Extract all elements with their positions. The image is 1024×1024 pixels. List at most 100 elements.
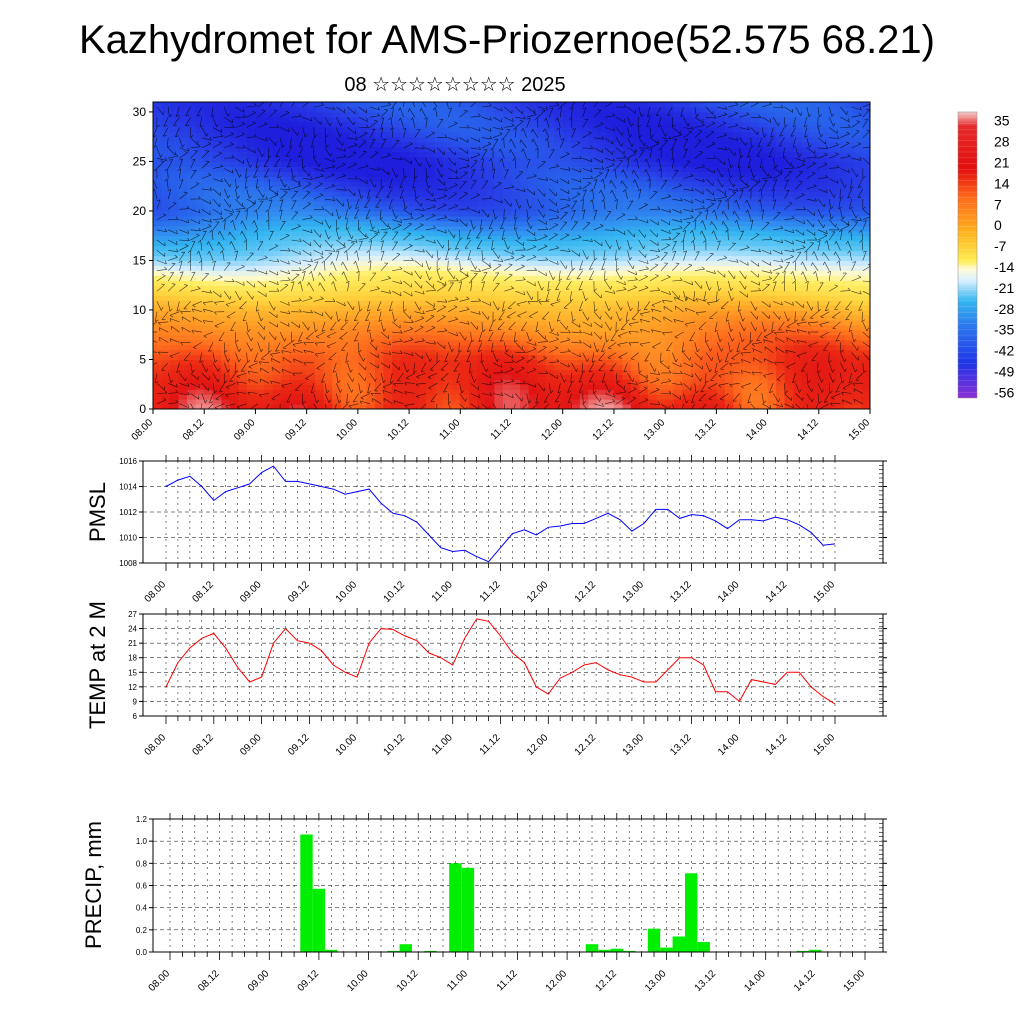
- heatmap-cell: [383, 210, 393, 217]
- heatmap-cell: [511, 240, 521, 247]
- heatmap-cell: [400, 324, 410, 331]
- heatmap-cell: [682, 280, 692, 286]
- heatmap-cell: [699, 186, 709, 192]
- heatmap-cell: [485, 161, 496, 167]
- heatmap-cell: [801, 349, 811, 356]
- heatmap-cell: [537, 349, 547, 356]
- heatmap-cell: [340, 265, 350, 271]
- heatmap-cell: [673, 270, 683, 276]
- heatmap-cell: [588, 349, 598, 356]
- heatmap-cell: [613, 225, 624, 232]
- heatmap-cell: [170, 121, 180, 128]
- heatmap-cell: [392, 399, 402, 405]
- heatmap-cell: [716, 191, 726, 197]
- heatmap-cell: [246, 126, 257, 133]
- heatmap-cell: [400, 102, 410, 108]
- heatmap-cell: [750, 364, 760, 370]
- heatmap-cell: [323, 196, 333, 202]
- heatmap-cell: [443, 389, 453, 395]
- heatmap-cell: [238, 334, 248, 341]
- heatmap-cell: [665, 339, 675, 346]
- heatmap-cell: [784, 285, 794, 291]
- heatmap-cell: [665, 285, 675, 291]
- heatmap-cell: [759, 215, 769, 222]
- heatmap-cell: [502, 305, 513, 311]
- heatmap-cell: [272, 126, 282, 133]
- heatmap-cell: [238, 136, 248, 143]
- heatmap-cell: [161, 300, 171, 306]
- heatmap-cell: [801, 166, 811, 172]
- heatmap-cell: [195, 205, 205, 212]
- heatmap-cell: [332, 384, 342, 390]
- heatmap-cell: [605, 106, 615, 113]
- heatmap-cell: [596, 220, 606, 227]
- heatmap-cell: [349, 270, 359, 276]
- heatmap-cell: [298, 369, 308, 375]
- heatmap-cell: [272, 324, 282, 331]
- heatmap-cell: [639, 181, 649, 187]
- heatmap-cell: [818, 255, 828, 262]
- heatmap-cell: [554, 131, 564, 138]
- heatmap-cell: [639, 280, 649, 286]
- heatmap-cell: [665, 176, 675, 182]
- heatmap-cell: [315, 131, 325, 138]
- heatmap-cell: [579, 205, 589, 212]
- heatmap-cell: [400, 309, 410, 316]
- heatmap-cell: [520, 260, 530, 266]
- heatmap-cell: [596, 156, 606, 163]
- heatmap-cell: [263, 334, 274, 341]
- heatmap-cell: [323, 265, 333, 271]
- heatmap-cell: [434, 260, 444, 266]
- heatmap-cell: [170, 136, 180, 143]
- heatmap-cell: [426, 235, 436, 242]
- heatmap-cell: [451, 270, 461, 276]
- heatmap-cell: [759, 359, 769, 366]
- heatmap-cell: [323, 215, 333, 222]
- heatmap-cell: [682, 201, 692, 207]
- heatmap-cell: [537, 404, 547, 409]
- heatmap-cell: [545, 201, 555, 207]
- heatmap-cell: [229, 379, 239, 385]
- heatmap-cell: [170, 399, 180, 405]
- heatmap-cell: [417, 399, 427, 405]
- heatmap-cell: [613, 205, 624, 212]
- heatmap-cell: [153, 349, 163, 356]
- heatmap-cell: [349, 349, 359, 356]
- heatmap-cell: [255, 176, 265, 182]
- heatmap-cell: [289, 161, 299, 167]
- heatmap-cell: [417, 146, 427, 153]
- heatmap-cell: [613, 196, 624, 202]
- heatmap-cell: [485, 245, 496, 252]
- heatmap-cell: [835, 300, 845, 306]
- heatmap-cell: [340, 126, 350, 133]
- heatmap-cell: [528, 369, 538, 375]
- heatmap-cell: [306, 235, 316, 242]
- heatmap-cell: [545, 186, 555, 192]
- heatmap-cell: [417, 210, 427, 217]
- heatmap-cell: [383, 285, 393, 291]
- heatmap-cell: [588, 166, 598, 172]
- heatmap-cell: [622, 181, 632, 187]
- heatmap-cell: [332, 285, 342, 291]
- heatmap-cell: [298, 176, 308, 182]
- heatmap-cell: [400, 171, 410, 177]
- heatmap-cell: [554, 245, 564, 252]
- heatmap-cell: [460, 245, 470, 252]
- heatmap-cell: [434, 250, 444, 257]
- heatmap-cell: [238, 255, 248, 262]
- heatmap-cell: [648, 324, 658, 331]
- heatmap-cell: [229, 364, 239, 370]
- heatmap-cell: [818, 260, 828, 266]
- heatmap-cell: [204, 369, 214, 375]
- heatmap-cell: [511, 166, 521, 172]
- heatmap-cell: [229, 116, 239, 123]
- heatmap-cell: [374, 176, 385, 182]
- heatmap-cell: [426, 136, 436, 143]
- heatmap-cell: [204, 151, 214, 158]
- heatmap-cell: [255, 146, 265, 153]
- heatmap-cell: [631, 354, 641, 361]
- heatmap-cell: [724, 250, 735, 257]
- heatmap-cell: [622, 201, 632, 207]
- heatmap-cell: [810, 131, 820, 138]
- heatmap-cell: [281, 339, 291, 346]
